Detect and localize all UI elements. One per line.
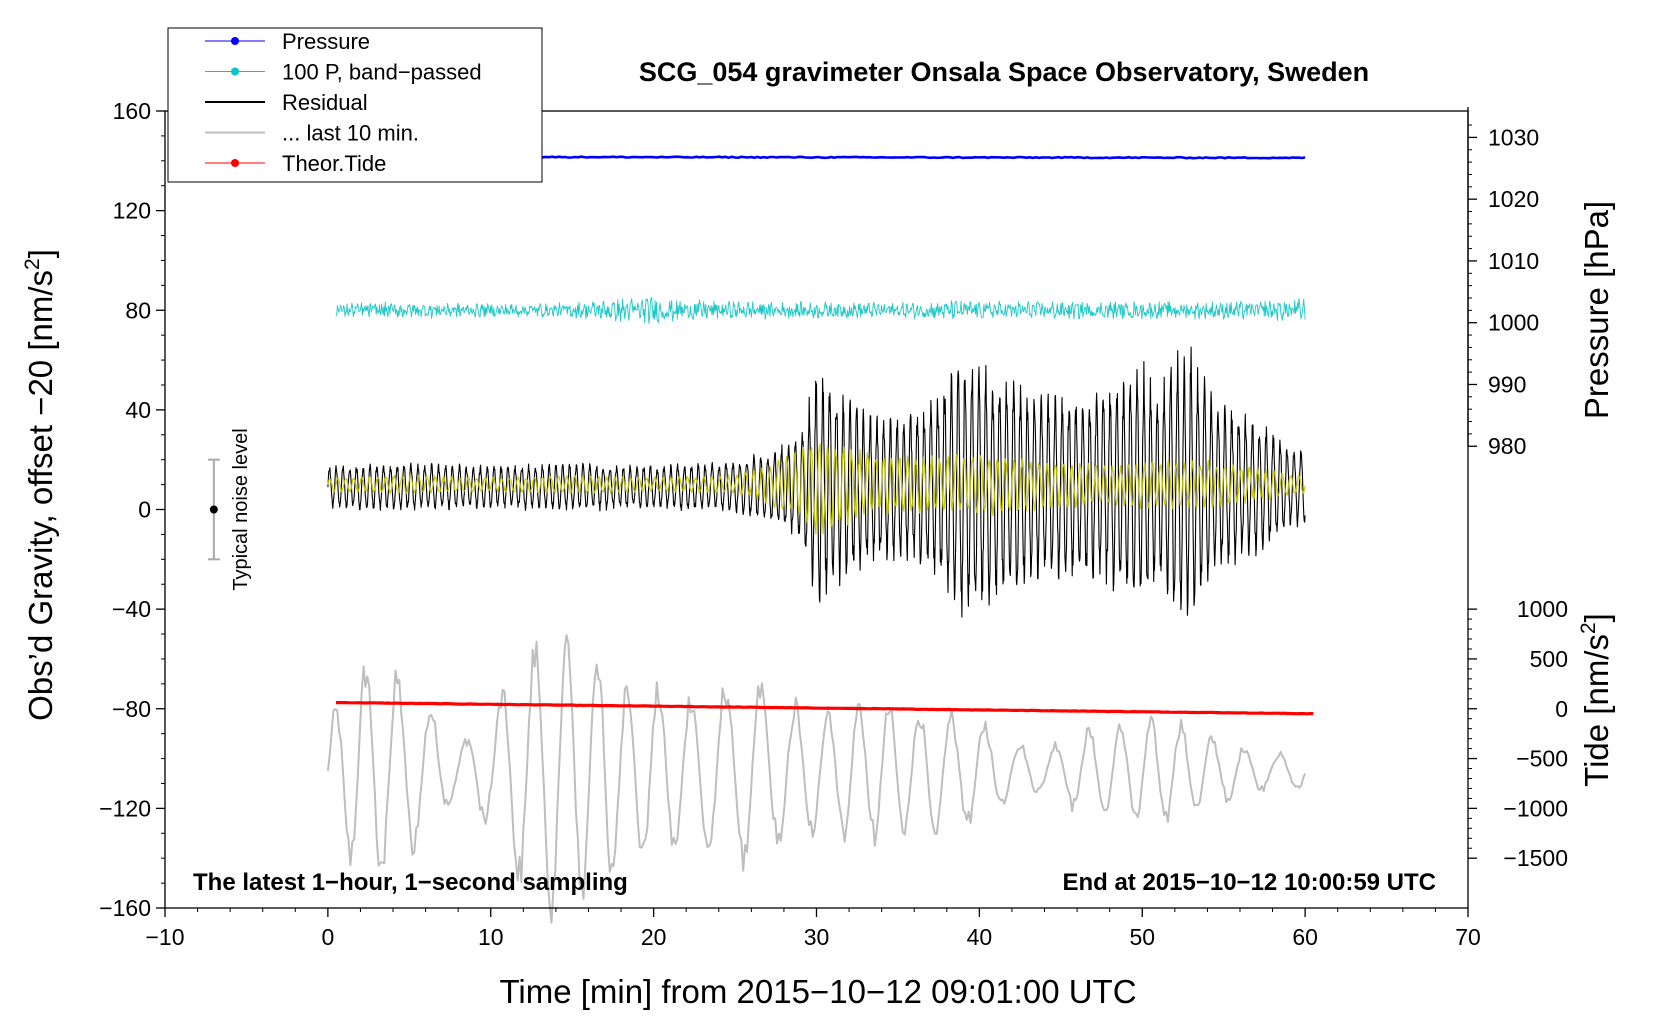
legend-marker: [231, 67, 239, 76]
x-tick-label: 70: [1455, 924, 1481, 950]
pressure-tick-label: 1010: [1488, 248, 1539, 274]
noise-level-indicator: [207, 458, 220, 561]
y-axis-label-suffix: ]: [22, 249, 59, 258]
y-tick-label: −40: [112, 596, 151, 622]
axes: −10 0 10 20 30 40 50 60 70−160−120−80−4004080120…: [99, 98, 1568, 950]
legend-marker: [231, 159, 239, 167]
tide-tick-label: −500: [1516, 746, 1568, 772]
chart-title: SCG_054 gravimeter Onsala Space Observat…: [639, 57, 1369, 87]
y-tick-label: 160: [113, 98, 151, 124]
pressure-tick-label: 980: [1488, 433, 1526, 459]
pressure-tick-label: 990: [1488, 371, 1526, 397]
tide-tick-label: 500: [1530, 646, 1568, 672]
y-axis-label-text: Obs’d Gravity, offset −20 [nm/s: [22, 270, 59, 721]
tide-tick-label: 1000: [1517, 596, 1568, 622]
legend-label: Pressure: [282, 29, 370, 54]
y-axis-label-superscript: 2: [21, 258, 44, 270]
legend-box: [167, 27, 543, 183]
pressure-tick-label: 1030: [1488, 124, 1539, 150]
pressure-tick-label: 1000: [1488, 310, 1539, 336]
tide-tick-label: −1500: [1503, 845, 1568, 871]
tide-axis-label-text: Tide [nm/s: [1578, 634, 1615, 787]
pressure-tick-label: 1020: [1488, 186, 1539, 212]
x-axis-label: Time [min] from 2015−10−12 09:01:00 UTC: [499, 973, 1136, 1010]
tide-tick-label: −1000: [1503, 795, 1568, 821]
x-tick-label: 30: [804, 924, 830, 950]
x-tick-label: 40: [967, 924, 993, 950]
series-line-residual-last-10-min: [326, 634, 1307, 924]
legend-label: Residual: [282, 90, 368, 115]
series-line-residual-smoothed: [327, 443, 1306, 535]
y-tick-label: −80: [112, 696, 151, 722]
y-axis-label: Obs’d Gravity, offset −20 [nm/s2]: [21, 249, 59, 721]
legend-marker: [231, 37, 239, 45]
legend-label: 100 P, band−passed: [282, 60, 482, 85]
noise-level-label: Typical noise level: [230, 428, 252, 590]
legend: Pressure 100 P, band−passed Residual ... la…: [167, 27, 543, 183]
y-tick-label: −160: [99, 895, 151, 921]
tide-axis-label: Tide [nm/s2]: [1577, 613, 1615, 787]
x-tick-label: 50: [1129, 924, 1155, 950]
noise-bar-point: [209, 505, 218, 514]
sampling-note: The latest 1−hour, 1−second sampling: [193, 869, 628, 896]
x-tick-label: 10: [478, 924, 504, 950]
plot-area: [326, 155, 1314, 924]
y-tick-label: 0: [138, 497, 151, 523]
x-tick-label: 0: [321, 924, 334, 950]
series-line-theor-tide: [335, 700, 1314, 716]
y-tick-label: 120: [113, 198, 151, 224]
x-tick-label: 60: [1292, 924, 1318, 950]
y-tick-label: 80: [125, 297, 151, 323]
tide-axis-label-suffix: ]: [1578, 613, 1615, 622]
tide-tick-label: 0: [1555, 696, 1568, 722]
x-tick-label: −10: [145, 924, 184, 950]
series-line-100-p-band-passed: [335, 297, 1306, 324]
y-tick-label: −120: [99, 795, 151, 821]
tide-axis-label-superscript: 2: [1577, 622, 1600, 634]
y-tick-label: 40: [125, 397, 151, 423]
end-time-note: End at 2015−10−12 10:00:59 UTC: [1062, 869, 1436, 896]
pressure-axis-label: Pressure [hPa]: [1578, 201, 1615, 419]
x-tick-label: 20: [641, 924, 667, 950]
legend-label: ... last 10 min.: [282, 121, 419, 146]
legend-label: Theor.Tide: [282, 151, 386, 176]
